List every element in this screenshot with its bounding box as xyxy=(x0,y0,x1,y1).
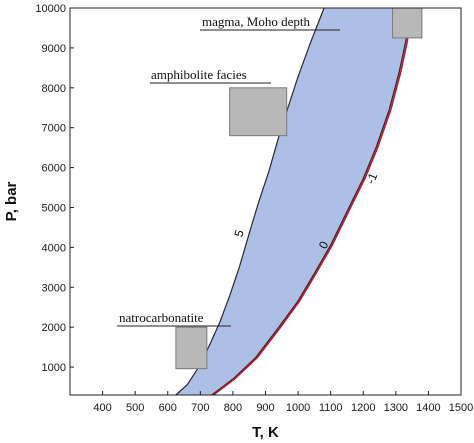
y-tick-label: 9000 xyxy=(42,43,66,55)
x-tick-label: 1500 xyxy=(449,402,473,414)
annotation-box xyxy=(392,7,423,39)
x-tick-label: 800 xyxy=(224,402,242,414)
annotation-box xyxy=(175,326,208,370)
y-tick-label: 2000 xyxy=(42,322,66,334)
x-tick-label: 1200 xyxy=(351,402,375,414)
x-tick-label: 1100 xyxy=(319,402,343,414)
y-tick-label: 8000 xyxy=(42,83,66,95)
y-tick-label: 5000 xyxy=(42,202,66,214)
y-tick-label: 4000 xyxy=(42,242,66,254)
x-tick-label: 500 xyxy=(126,402,144,414)
feasible-region-fill xyxy=(175,8,413,395)
y-tick-label: 1000 xyxy=(42,362,66,374)
x-tick-label: 700 xyxy=(191,402,209,414)
y-tick-label: 7000 xyxy=(42,123,66,135)
x-tick-label: 1000 xyxy=(286,402,310,414)
boundary-line-3 xyxy=(212,7,413,396)
axis-ticks-layer: 400 500 600 700 800 900 1000 1100 1200 1300 1400 15… xyxy=(35,3,473,414)
contour-label: 5 xyxy=(232,228,247,239)
x-tick-label: 600 xyxy=(159,402,177,414)
annotation-box xyxy=(229,87,288,137)
y-tick-label: 3000 xyxy=(42,282,66,294)
x-tick-label: 1400 xyxy=(416,402,440,414)
x-tick-label: 900 xyxy=(256,402,274,414)
x-axis-title: T, K xyxy=(252,424,279,441)
annotation-label: amphibolite facies xyxy=(151,67,247,82)
y-axis-title: P, bar xyxy=(3,181,20,221)
annotation-label: magma, Moho depth xyxy=(202,14,310,29)
annotation-boxes-layer xyxy=(175,7,423,370)
y-tick-label: 6000 xyxy=(42,163,66,175)
y-tick-label: 10000 xyxy=(35,3,66,15)
feasible-region-layer xyxy=(175,8,413,395)
boundary-line-2 xyxy=(211,7,412,396)
x-tick-label: 1300 xyxy=(384,402,408,414)
annotation-label: natrocarbonatite xyxy=(119,310,204,325)
contour-label: -1 xyxy=(363,170,380,186)
x-tick-label: 400 xyxy=(93,402,111,414)
